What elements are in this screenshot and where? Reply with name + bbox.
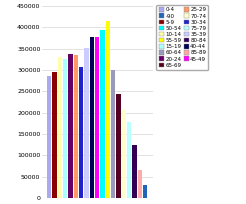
Bar [52, 72, 57, 198]
Bar [132, 145, 137, 198]
Legend: 0-4, -90, 5-9, 50-54, 10-14, 55-59, 15-19, 60-64, 20-24, 65-69, 25-29, 70-74, 30: 0-4, -90, 5-9, 50-54, 10-14, 55-59, 15-1… [156, 5, 208, 70]
Bar [111, 70, 115, 198]
Bar [127, 122, 131, 198]
Bar [58, 57, 62, 198]
Bar [100, 30, 105, 198]
Bar [63, 59, 67, 198]
Bar [79, 67, 83, 198]
Bar [122, 110, 126, 198]
Bar [106, 21, 110, 198]
Bar [143, 185, 148, 198]
Bar [138, 170, 142, 198]
Bar [90, 37, 94, 198]
Bar [74, 55, 78, 198]
Bar [68, 54, 73, 198]
Bar [84, 48, 89, 198]
Bar [116, 94, 121, 198]
Bar [47, 76, 51, 198]
Bar [95, 37, 99, 198]
